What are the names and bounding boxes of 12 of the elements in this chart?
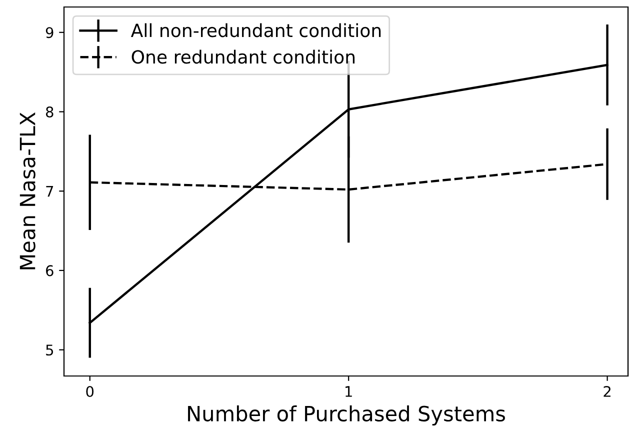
y-tick-label: 8: [46, 106, 54, 118]
x-tick-label: 2: [604, 386, 610, 397]
y-tick-label: 9: [46, 27, 54, 38]
y-tick-label: 6: [46, 265, 54, 276]
x-tick-label: 0: [86, 386, 94, 398]
y-axis-title: Mean Nasa-TLX: [20, 112, 36, 270]
y-tick-label: 7: [46, 186, 54, 197]
x-axis-title: Number of Purchased Systems: [188, 405, 505, 426]
legend-label: One redundant condition: [132, 50, 355, 64]
y-tick-label: 5: [46, 344, 54, 356]
legend-label: All non-redundant condition: [130, 23, 381, 38]
x-tick-label: 1: [346, 386, 352, 397]
